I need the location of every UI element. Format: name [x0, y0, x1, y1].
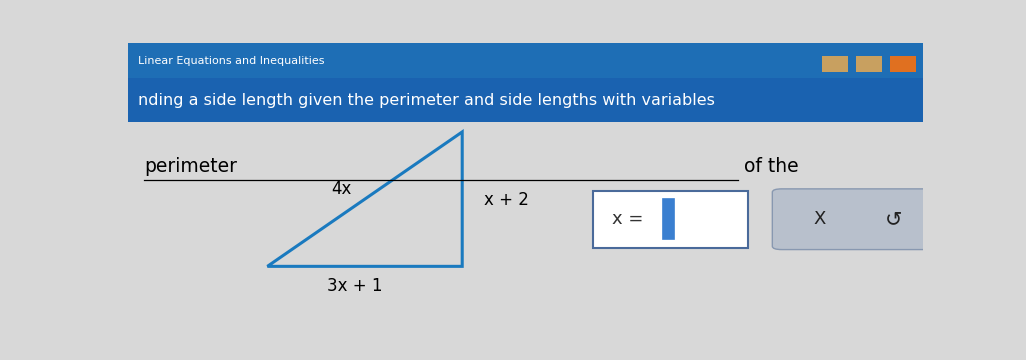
FancyBboxPatch shape [664, 199, 674, 239]
FancyBboxPatch shape [593, 191, 748, 248]
Text: x + 2: x + 2 [484, 191, 529, 209]
Text: of the: of the [739, 157, 805, 176]
Bar [822, 56, 847, 72]
Text: X: X [814, 210, 826, 228]
Text: Linear Equations and Inequalities: Linear Equations and Inequalities [137, 57, 324, 67]
Text: perimeter: perimeter [144, 157, 237, 176]
FancyBboxPatch shape [773, 189, 942, 249]
Bar [128, 43, 923, 78]
Text: nding a side length given the perimeter and side lengths with variables: nding a side length given the perimeter … [137, 93, 715, 108]
Text: x =: x = [611, 210, 648, 228]
Text: 4x: 4x [331, 180, 352, 198]
Text: 3x + 1: 3x + 1 [327, 277, 383, 295]
Bar [890, 56, 916, 72]
Text: ↺: ↺ [884, 209, 902, 229]
Bar [856, 56, 882, 72]
Bar [128, 78, 923, 122]
